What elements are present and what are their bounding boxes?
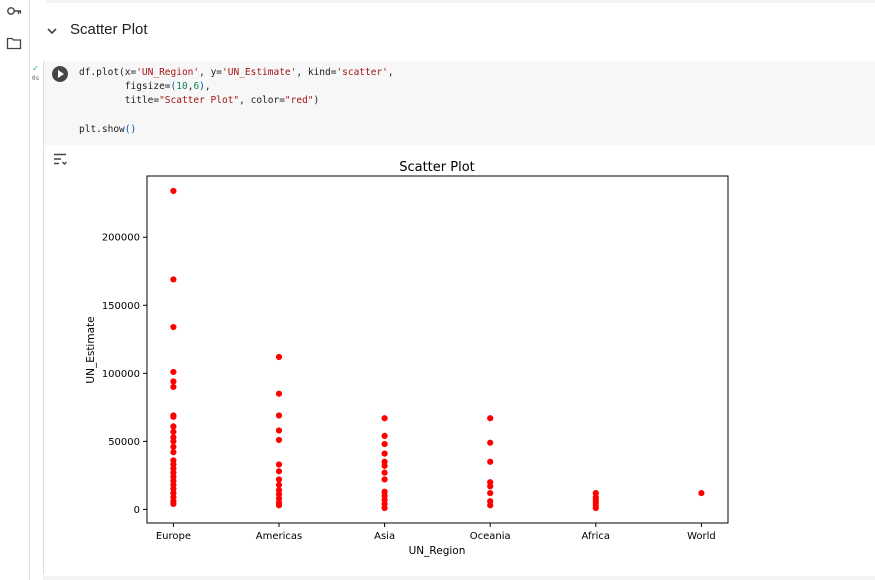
y-tick-label: 0 bbox=[134, 505, 140, 516]
data-point bbox=[381, 469, 388, 476]
y-tick-label: 50000 bbox=[108, 437, 140, 448]
code-token: ) bbox=[313, 95, 320, 107]
data-point bbox=[170, 443, 177, 450]
play-icon[interactable] bbox=[52, 66, 68, 82]
x-axis-label: UN_Region bbox=[409, 545, 466, 557]
data-point bbox=[381, 476, 388, 483]
section-header: Scatter Plot bbox=[30, 0, 875, 60]
data-point bbox=[487, 483, 494, 490]
key-icon[interactable] bbox=[6, 3, 22, 19]
y-tick-label: 200000 bbox=[102, 233, 140, 244]
y-axis-label: UN_Estimate bbox=[85, 316, 97, 383]
cell-run-area: ✓ 0s bbox=[30, 64, 76, 104]
code-token: 10 bbox=[176, 81, 188, 93]
data-point bbox=[170, 423, 177, 430]
chevron-down-icon[interactable] bbox=[44, 23, 60, 39]
y-tick-label: 100000 bbox=[102, 369, 140, 380]
data-point bbox=[275, 502, 283, 509]
data-point bbox=[170, 438, 177, 445]
data-point bbox=[275, 390, 283, 397]
check-icon: ✓ bbox=[32, 64, 39, 73]
data-point bbox=[275, 481, 283, 488]
data-point bbox=[170, 323, 177, 331]
divider bbox=[43, 576, 875, 580]
chart-title: Scatter Plot bbox=[399, 160, 475, 175]
code-token: plt.show bbox=[79, 123, 125, 135]
data-point bbox=[275, 427, 283, 434]
data-point bbox=[170, 276, 177, 283]
data-point bbox=[170, 383, 177, 391]
data-point bbox=[170, 500, 177, 508]
data-point bbox=[381, 504, 388, 512]
x-tick-label: Africa bbox=[582, 531, 611, 542]
data-point bbox=[275, 353, 283, 361]
data-point bbox=[170, 428, 177, 435]
code-token: , bbox=[187, 81, 194, 93]
y-tick-label: 150000 bbox=[102, 301, 140, 312]
x-tick-label: World bbox=[687, 531, 716, 542]
data-point bbox=[487, 489, 494, 497]
data-point bbox=[275, 461, 283, 468]
data-point bbox=[170, 368, 177, 376]
data-point bbox=[381, 440, 388, 448]
code-token: , bbox=[204, 81, 211, 93]
data-point bbox=[381, 415, 388, 422]
exec-time: 0s bbox=[32, 75, 40, 82]
code-token: ) bbox=[199, 81, 205, 93]
data-point bbox=[170, 378, 177, 385]
left-rail bbox=[0, 0, 30, 580]
code-token: "red" bbox=[284, 95, 314, 107]
x-tick-label: Americas bbox=[256, 531, 302, 542]
section-title: Scatter Plot bbox=[70, 21, 148, 38]
folder-icon[interactable] bbox=[6, 35, 22, 51]
data-point bbox=[487, 415, 494, 422]
code-token: , color= bbox=[239, 95, 285, 107]
code-token: figsize= bbox=[79, 81, 171, 93]
data-point bbox=[487, 439, 494, 446]
data-point bbox=[487, 502, 494, 509]
data-point bbox=[381, 432, 388, 440]
code-token: df.plot(x= bbox=[79, 67, 137, 78]
data-point bbox=[487, 458, 494, 465]
code-token: , bbox=[387, 67, 394, 78]
data-point bbox=[592, 504, 599, 512]
data-point bbox=[275, 412, 283, 419]
code-token: 6 bbox=[193, 81, 200, 93]
data-point bbox=[275, 468, 283, 475]
x-tick-label: Oceania bbox=[470, 531, 511, 542]
code-cell[interactable] bbox=[43, 61, 875, 145]
data-point bbox=[170, 413, 177, 420]
code-token: () bbox=[124, 123, 137, 135]
code-token: 'UN_Estimate' bbox=[222, 67, 297, 78]
data-point bbox=[275, 476, 283, 483]
code-token: , y= bbox=[199, 67, 223, 78]
data-point bbox=[170, 187, 177, 195]
code-token: ( bbox=[170, 81, 177, 93]
data-point bbox=[275, 436, 283, 444]
code-token: , kind= bbox=[296, 67, 337, 78]
code-token: title= bbox=[79, 95, 160, 107]
data-point bbox=[381, 462, 388, 469]
x-tick-label: Asia bbox=[374, 531, 395, 542]
data-point bbox=[698, 489, 705, 497]
code-editor[interactable]: df.plot(x='UN_Region', y='UN_Estimate', … bbox=[79, 66, 394, 137]
plot-area bbox=[146, 175, 729, 524]
scatter-chart: Scatter Plot 0 50000 100000 150000 200000 Eu… bbox=[85, 160, 729, 557]
code-token: 'scatter' bbox=[336, 67, 388, 78]
code-token: "Scatter Plot" bbox=[159, 95, 240, 107]
output-options-icon[interactable] bbox=[52, 151, 68, 167]
divider bbox=[46, 0, 875, 3]
data-point bbox=[170, 449, 177, 456]
code-token: 'UN_Region' bbox=[136, 67, 200, 78]
x-tick-label: Europe bbox=[156, 531, 191, 542]
data-point bbox=[381, 450, 388, 457]
